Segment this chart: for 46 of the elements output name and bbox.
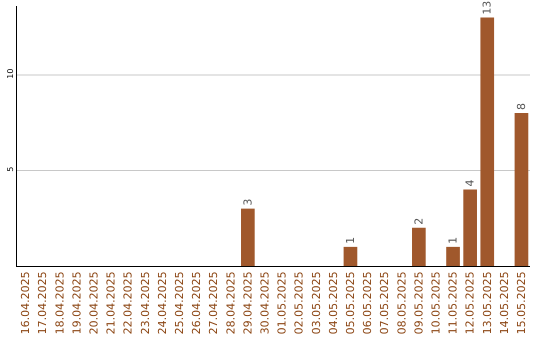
data-label: 3 [241,198,254,206]
x-tick-label: 18.04.2025 [53,271,66,334]
x-tick-label: 04.05.2025 [326,271,340,334]
x-tick-label: 12.05.2025 [464,271,477,334]
x-tick-label: 01.05.2025 [276,271,289,334]
data-label: 13 [480,0,494,14]
x-tick-label: 29.04.2025 [241,271,254,334]
bar [514,113,528,266]
x-tick-label: 23.04.2025 [138,271,152,334]
data-label: 1 [344,236,357,244]
x-tick-label: 09.05.2025 [412,271,426,334]
bar [344,246,358,266]
x-tick-label: 21.04.2025 [104,271,118,334]
x-tick-label: 14.05.2025 [498,271,511,334]
x-tick-label: 16.04.2025 [19,271,32,334]
bar [480,17,494,266]
x-tick-label: 17.04.2025 [36,271,50,334]
x-tick-label: 27.04.2025 [207,271,220,334]
x-tick-label: 20.04.2025 [88,271,101,334]
x-tick-label: 24.04.2025 [156,271,169,334]
data-label: 2 [412,218,426,225]
bar [446,246,460,266]
x-tick-label: 28.04.2025 [224,271,238,334]
x-tick-label: 30.04.2025 [258,271,272,334]
x-tick-label: 11.05.2025 [446,271,460,334]
x-tick-label: 08.05.2025 [395,271,408,334]
x-tick-label: 26.04.2025 [190,271,204,334]
x-tick-label: 06.05.2025 [361,271,374,334]
bar [241,208,255,266]
data-label: 8 [514,103,528,110]
y-tick-label: 10 [6,68,15,79]
x-tick-label: 25.04.2025 [173,271,186,334]
x-tick-label: 22.04.2025 [122,271,135,334]
x-tick-label: 07.05.2025 [378,271,392,334]
y-tick-label: 5 [6,166,15,172]
bar [412,228,426,266]
bar [463,190,477,266]
x-tick-label: 19.04.2025 [70,271,84,334]
x-tick-label: 10.05.2025 [430,271,443,334]
x-tick-label: 05.05.2025 [344,271,358,334]
data-label: 1 [446,236,460,244]
x-tick-label: 03.05.2025 [310,271,323,334]
x-tick-label: 02.05.2025 [292,271,306,334]
x-tick-label: 15.05.2025 [515,271,528,334]
data-label: 4 [464,180,477,187]
x-tick-label: 13.05.2025 [480,271,494,334]
